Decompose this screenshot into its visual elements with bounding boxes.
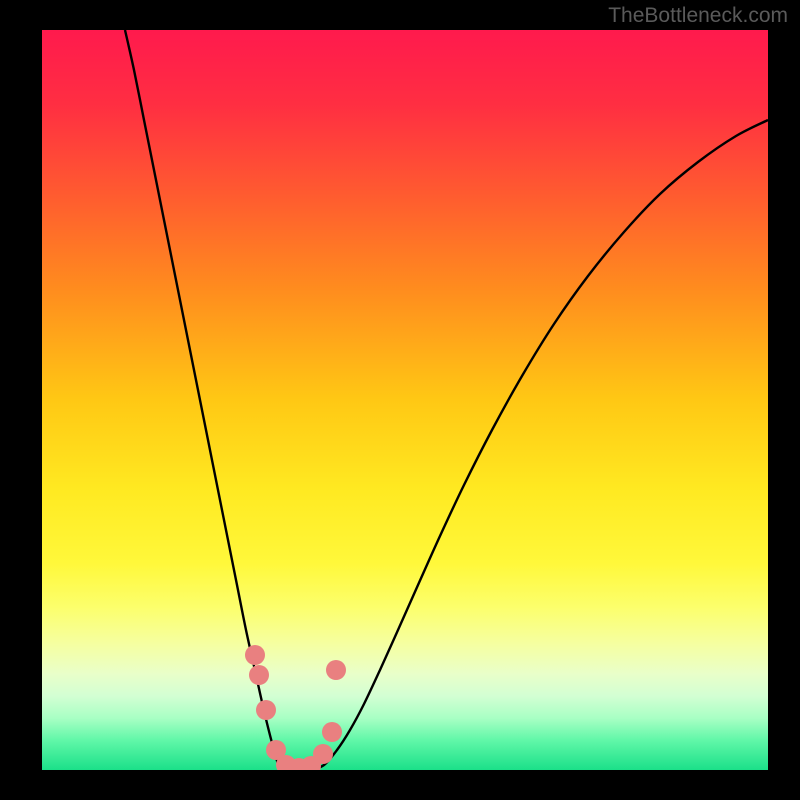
curve-right-arm [292,120,768,770]
data-marker [256,700,276,720]
data-marker [313,744,333,764]
bottleneck-chart [42,30,768,770]
data-marker [326,660,346,680]
data-markers [245,645,346,770]
watermark-text: TheBottleneck.com [608,4,788,28]
curve-left-arm [125,30,292,770]
data-marker [249,665,269,685]
chart-curves-layer [42,30,768,770]
data-marker [322,722,342,742]
data-marker [245,645,265,665]
